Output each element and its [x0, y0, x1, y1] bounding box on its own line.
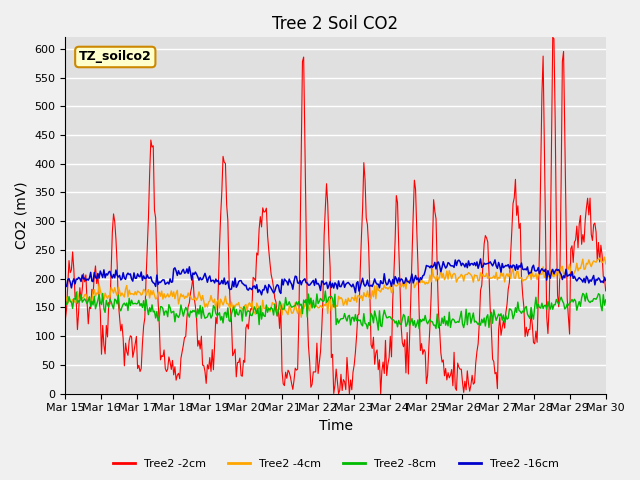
Tree2 -2cm: [122, 340, 129, 346]
Tree2 -2cm: [367, 342, 375, 348]
Tree2 -16cm: [367, 282, 375, 288]
Tree2 -16cm: [477, 256, 484, 262]
Tree2 -2cm: [549, 35, 557, 40]
Tree2 -4cm: [602, 261, 609, 266]
Tree2 -16cm: [596, 276, 604, 282]
Tree2 -16cm: [258, 292, 266, 298]
Tree2 -8cm: [581, 298, 589, 304]
Tree2 -4cm: [61, 298, 69, 304]
Tree2 -2cm: [61, 316, 69, 322]
Tree2 -16cm: [152, 284, 159, 289]
Tree2 -16cm: [122, 276, 129, 282]
Tree2 -4cm: [454, 276, 461, 282]
Tree2 -16cm: [602, 277, 609, 283]
Y-axis label: CO2 (mV): CO2 (mV): [15, 181, 29, 249]
Tree2 -16cm: [61, 282, 69, 288]
Tree2 -2cm: [152, 215, 159, 221]
Tree2 -8cm: [152, 315, 159, 321]
Tree2 -8cm: [122, 303, 129, 309]
Tree2 -8cm: [321, 288, 329, 294]
Tree2 -8cm: [374, 327, 382, 333]
Tree2 -8cm: [596, 292, 604, 298]
Tree2 -2cm: [335, 391, 342, 396]
Tree2 -8cm: [455, 319, 463, 325]
Tree2 -8cm: [367, 311, 375, 316]
Tree2 -2cm: [602, 288, 609, 294]
Tree2 -16cm: [581, 280, 589, 286]
Tree2 -4cm: [580, 266, 588, 272]
Tree2 -2cm: [581, 217, 589, 223]
Tree2 -2cm: [454, 360, 461, 366]
Tree2 -4cm: [122, 286, 129, 292]
Text: TZ_soilco2: TZ_soilco2: [79, 50, 152, 63]
Legend: Tree2 -2cm, Tree2 -4cm, Tree2 -8cm, Tree2 -16cm: Tree2 -2cm, Tree2 -4cm, Tree2 -8cm, Tree…: [108, 455, 563, 474]
Tree2 -8cm: [602, 297, 609, 303]
Line: Tree2 -16cm: Tree2 -16cm: [65, 259, 605, 295]
Tree2 -16cm: [454, 258, 461, 264]
X-axis label: Time: Time: [319, 419, 353, 433]
Line: Tree2 -4cm: Tree2 -4cm: [65, 257, 605, 317]
Line: Tree2 -8cm: Tree2 -8cm: [65, 291, 605, 330]
Tree2 -2cm: [596, 259, 604, 265]
Tree2 -4cm: [601, 254, 609, 260]
Tree2 -4cm: [298, 314, 305, 320]
Tree2 -4cm: [152, 296, 159, 302]
Title: Tree 2 Soil CO2: Tree 2 Soil CO2: [273, 15, 399, 33]
Tree2 -8cm: [61, 298, 69, 304]
Tree2 -4cm: [595, 256, 602, 262]
Tree2 -4cm: [367, 296, 375, 301]
Line: Tree2 -2cm: Tree2 -2cm: [65, 37, 605, 394]
